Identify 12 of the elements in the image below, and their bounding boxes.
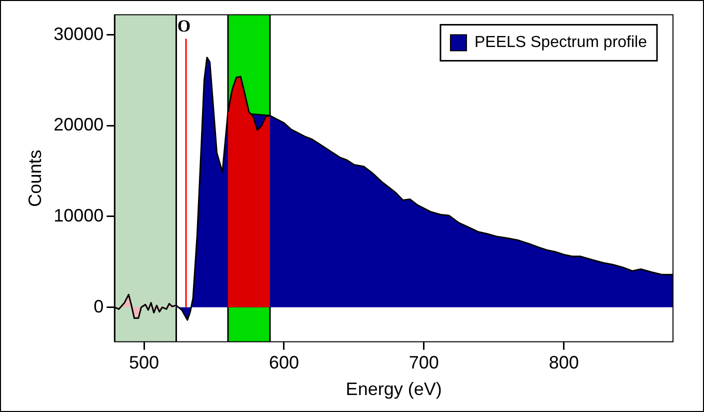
y-axis-title: Counts (24, 150, 45, 207)
x-tick-label: 800 (548, 352, 579, 373)
x-tick-label: 500 (129, 352, 160, 373)
y-tick-label: 20000 (54, 114, 104, 135)
y-tick-label: 30000 (54, 24, 104, 44)
x-axis-title: Energy (eV) (346, 379, 442, 400)
x-tick-label: 700 (408, 352, 439, 373)
y-tick-label: 10000 (54, 205, 104, 226)
legend-label: PEELS Spectrum profile (474, 34, 648, 52)
ref-line-label: O (177, 16, 191, 36)
y-tick-label: 0 (94, 296, 104, 316)
x-tick-label: 600 (268, 352, 299, 373)
